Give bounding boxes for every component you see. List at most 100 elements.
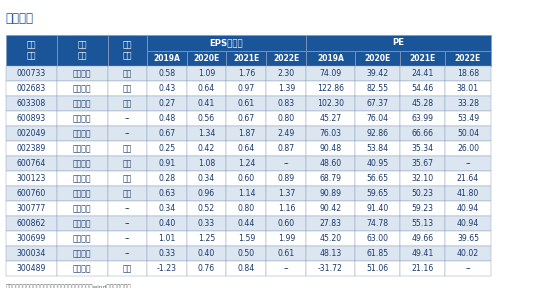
Text: 1.99: 1.99 <box>278 234 295 243</box>
Bar <box>57 201 108 216</box>
Text: 2.30: 2.30 <box>278 69 295 78</box>
Text: --: -- <box>124 129 130 138</box>
Text: 0.83: 0.83 <box>278 99 295 108</box>
Text: 0.52: 0.52 <box>198 204 215 213</box>
Bar <box>400 66 446 81</box>
Bar <box>227 261 266 276</box>
Bar <box>306 231 355 246</box>
Text: 92.86: 92.86 <box>366 129 388 138</box>
Text: 中简科技: 中简科技 <box>73 204 91 213</box>
Text: 买入: 买入 <box>123 174 132 183</box>
Text: 300123: 300123 <box>16 174 46 183</box>
Text: 钢研高纳: 钢研高纳 <box>73 249 91 258</box>
Bar <box>108 126 147 141</box>
Bar <box>266 216 306 231</box>
Text: 74.78: 74.78 <box>366 219 388 228</box>
Bar <box>186 141 227 156</box>
Text: --: -- <box>465 159 471 168</box>
Bar <box>147 156 186 171</box>
Text: 买入: 买入 <box>123 144 132 153</box>
Text: 600862: 600862 <box>16 219 46 228</box>
Bar <box>446 216 491 231</box>
Text: 0.87: 0.87 <box>278 144 295 153</box>
Bar <box>227 51 266 66</box>
Text: 投资
评级: 投资 评级 <box>123 40 132 60</box>
Text: 0.96: 0.96 <box>198 189 215 198</box>
Bar <box>355 231 400 246</box>
Text: 45.20: 45.20 <box>320 234 342 243</box>
Text: 000733: 000733 <box>16 69 46 78</box>
Bar <box>147 66 186 81</box>
Bar <box>6 126 57 141</box>
Bar <box>57 96 108 111</box>
Text: 51.06: 51.06 <box>366 264 388 273</box>
Text: 48.13: 48.13 <box>320 249 342 258</box>
Text: 宏大爆破: 宏大爆破 <box>73 84 91 93</box>
Bar <box>266 261 306 276</box>
Text: 21.16: 21.16 <box>411 264 434 273</box>
Text: -1.23: -1.23 <box>157 264 177 273</box>
Bar <box>355 141 400 156</box>
Bar <box>6 35 57 66</box>
Bar <box>266 231 306 246</box>
Bar <box>400 81 446 96</box>
Bar <box>186 81 227 96</box>
Text: 41.80: 41.80 <box>457 189 479 198</box>
Text: 55.13: 55.13 <box>411 219 434 228</box>
Text: 紫光国微: 紫光国微 <box>73 129 91 138</box>
Bar <box>227 96 266 111</box>
Bar <box>186 66 227 81</box>
Text: 300777: 300777 <box>16 204 46 213</box>
Bar <box>306 35 491 51</box>
Text: 0.64: 0.64 <box>238 144 255 153</box>
Text: 0.50: 0.50 <box>238 249 255 258</box>
Bar <box>400 51 446 66</box>
Bar <box>147 246 186 261</box>
Text: 66.66: 66.66 <box>412 129 434 138</box>
Text: 0.25: 0.25 <box>158 144 175 153</box>
Bar <box>6 141 57 156</box>
Text: 0.67: 0.67 <box>158 129 175 138</box>
Bar <box>147 96 186 111</box>
Text: 1.14: 1.14 <box>238 189 255 198</box>
Bar <box>400 216 446 231</box>
Text: 0.27: 0.27 <box>158 99 175 108</box>
Bar <box>266 126 306 141</box>
Bar <box>400 126 446 141</box>
Text: --: -- <box>124 219 130 228</box>
Bar <box>306 141 355 156</box>
Bar <box>306 246 355 261</box>
Bar <box>400 231 446 246</box>
Bar <box>6 216 57 231</box>
Text: 68.79: 68.79 <box>320 174 342 183</box>
Text: 59.23: 59.23 <box>412 204 434 213</box>
Text: --: -- <box>124 234 130 243</box>
Bar <box>446 246 491 261</box>
Text: 买入: 买入 <box>123 84 132 93</box>
Text: --: -- <box>284 159 289 168</box>
Bar <box>355 201 400 216</box>
Text: 48.60: 48.60 <box>320 159 342 168</box>
Bar <box>147 81 186 96</box>
Text: 2019A: 2019A <box>317 54 344 63</box>
Bar <box>266 66 306 81</box>
Bar <box>57 66 108 81</box>
Bar <box>108 261 147 276</box>
Bar <box>6 231 57 246</box>
Bar <box>147 216 186 231</box>
Text: 91.40: 91.40 <box>366 204 388 213</box>
Bar <box>108 171 147 186</box>
Text: 45.27: 45.27 <box>320 114 342 123</box>
Bar <box>6 186 57 201</box>
Text: 买入: 买入 <box>123 264 132 273</box>
Bar <box>57 111 108 126</box>
Text: 1.16: 1.16 <box>278 204 295 213</box>
Text: 002049: 002049 <box>16 129 46 138</box>
Text: 45.28: 45.28 <box>411 99 434 108</box>
Text: 0.80: 0.80 <box>238 204 255 213</box>
Text: 2.49: 2.49 <box>278 129 295 138</box>
Text: 61.85: 61.85 <box>366 249 388 258</box>
Bar <box>108 96 147 111</box>
Bar <box>6 96 57 111</box>
Text: 50.04: 50.04 <box>457 129 479 138</box>
